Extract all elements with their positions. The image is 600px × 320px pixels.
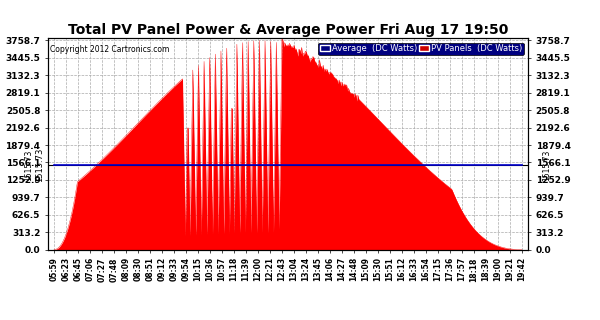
Legend: Average  (DC Watts), PV Panels  (DC Watts): Average (DC Watts), PV Panels (DC Watts) xyxy=(318,43,524,55)
Text: Copyright 2012 Cartronics.com: Copyright 2012 Cartronics.com xyxy=(50,45,170,54)
Title: Total PV Panel Power & Average Power Fri Aug 17 19:50: Total PV Panel Power & Average Power Fri… xyxy=(68,23,508,37)
Text: 1515.73: 1515.73 xyxy=(25,149,34,181)
Text: 1515.73: 1515.73 xyxy=(542,149,551,181)
Text: 1515.73: 1515.73 xyxy=(35,148,44,182)
